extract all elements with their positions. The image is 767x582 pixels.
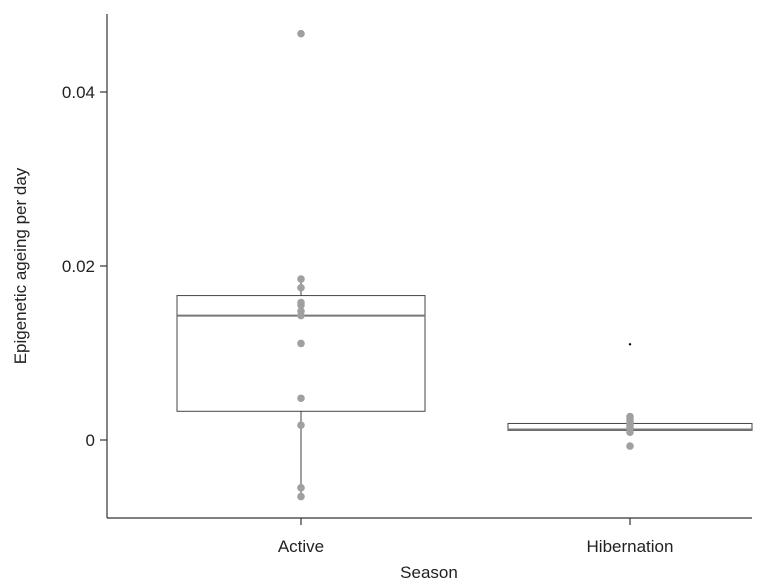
data-point bbox=[297, 29, 305, 38]
data-point bbox=[297, 484, 305, 492]
y-tick-label: 0.02 bbox=[62, 257, 95, 276]
data-point bbox=[297, 492, 305, 501]
outlier-point bbox=[628, 343, 632, 346]
box-hibernation bbox=[507, 343, 753, 450]
axes bbox=[106, 14, 752, 519]
x-tick-label: Hibernation bbox=[587, 537, 674, 556]
data-point bbox=[297, 339, 305, 348]
y-axis-title: Epigenetic ageing per day bbox=[11, 167, 30, 364]
x-ticks: Active Hibernation bbox=[278, 518, 674, 556]
y-ticks: 0 0.02 0.04 bbox=[62, 83, 107, 450]
box-active bbox=[176, 29, 426, 501]
y-tick-label: 0 bbox=[86, 431, 95, 450]
data-point bbox=[297, 394, 305, 403]
data-point bbox=[626, 428, 634, 436]
data-point bbox=[297, 301, 305, 309]
data-point bbox=[297, 275, 305, 283]
x-axis-title: Season bbox=[400, 563, 458, 582]
x-tick-label: Active bbox=[278, 537, 324, 556]
y-tick-label: 0.04 bbox=[62, 83, 95, 102]
data-point bbox=[297, 311, 305, 320]
data-point bbox=[297, 283, 305, 292]
data-point bbox=[626, 442, 634, 450]
data-point bbox=[297, 421, 305, 430]
boxes bbox=[176, 29, 753, 501]
